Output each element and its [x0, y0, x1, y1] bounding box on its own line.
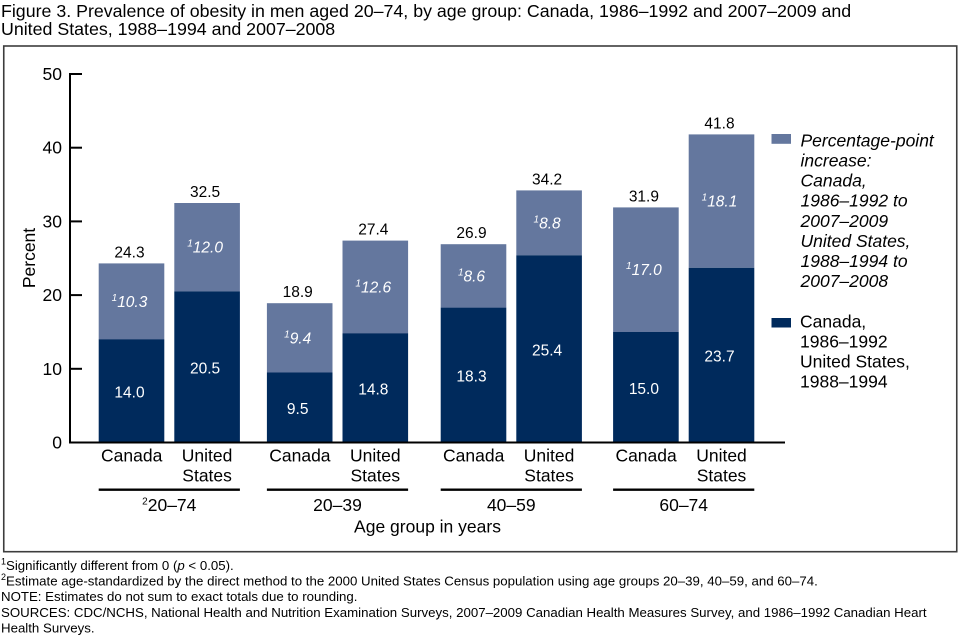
- svg-text:34.2: 34.2: [532, 171, 562, 188]
- svg-text:Canada: Canada: [615, 446, 677, 466]
- svg-text:Canada: Canada: [269, 446, 331, 466]
- svg-text:9.5: 9.5: [287, 401, 309, 418]
- svg-text:14.0: 14.0: [114, 384, 145, 401]
- svg-text:United: United: [524, 446, 575, 466]
- svg-text:States: States: [524, 465, 574, 485]
- svg-text:2Estimate age-standardized by: 2Estimate age-standardized by the direct…: [1, 572, 818, 589]
- svg-text:2007–2009: 2007–2009: [800, 211, 889, 231]
- svg-text:24.3: 24.3: [114, 244, 144, 261]
- svg-text:Canada: Canada: [443, 446, 505, 466]
- svg-text:Canada,: Canada,: [800, 312, 866, 332]
- svg-text:United States,: United States,: [800, 352, 910, 372]
- svg-text:27.4: 27.4: [358, 222, 389, 239]
- svg-text:18.9: 18.9: [283, 284, 313, 301]
- svg-text:2007–2008: 2007–2008: [800, 271, 889, 291]
- svg-text:117.0: 117.0: [626, 261, 662, 279]
- svg-text:States: States: [697, 465, 747, 485]
- svg-text:United: United: [696, 446, 747, 466]
- svg-text:SOURCES: CDC/NCHS, National He: SOURCES: CDC/NCHS, National Health and N…: [1, 605, 927, 620]
- svg-text:States: States: [182, 465, 232, 485]
- svg-text:18.8: 18.8: [534, 214, 561, 232]
- svg-text:110.3: 110.3: [112, 293, 148, 311]
- svg-text:Canada: Canada: [101, 446, 163, 466]
- svg-text:United States, 1988–1994 and 2: United States, 1988–1994 and 2007–2008: [1, 19, 335, 39]
- svg-text:1Significantly different from: 1Significantly different from 0 (p < 0.0…: [1, 557, 234, 574]
- svg-text:31.9: 31.9: [629, 188, 659, 205]
- svg-text:States: States: [350, 465, 400, 485]
- svg-text:18.3: 18.3: [456, 369, 486, 386]
- svg-text:118.1: 118.1: [702, 193, 738, 211]
- svg-text:18.6: 18.6: [458, 267, 485, 285]
- svg-text:1988–1994: 1988–1994: [800, 372, 888, 392]
- svg-text:Age group in years: Age group in years: [354, 516, 501, 536]
- svg-text:Figure 3. Prevalence of obesit: Figure 3. Prevalence of obesity in men a…: [1, 1, 851, 21]
- svg-text:19.4: 19.4: [284, 329, 311, 347]
- svg-text:30: 30: [43, 211, 63, 231]
- svg-text:1986–1992 to: 1986–1992 to: [801, 191, 908, 211]
- svg-text:United States,: United States,: [801, 231, 911, 251]
- svg-text:112.0: 112.0: [187, 239, 223, 257]
- svg-text:Percent: Percent: [19, 228, 39, 288]
- svg-text:25.4: 25.4: [532, 342, 563, 359]
- svg-text:0: 0: [52, 433, 62, 453]
- svg-text:50: 50: [43, 64, 63, 84]
- svg-text:10: 10: [43, 359, 63, 379]
- svg-text:Canada,: Canada,: [801, 171, 867, 191]
- svg-text:112.6: 112.6: [355, 279, 391, 297]
- svg-text:20.5: 20.5: [190, 361, 220, 378]
- svg-text:United: United: [350, 446, 401, 466]
- svg-text:15.0: 15.0: [629, 381, 660, 398]
- svg-text:220–74: 220–74: [142, 495, 196, 515]
- svg-text:United: United: [182, 446, 233, 466]
- svg-text:20: 20: [43, 285, 63, 305]
- svg-text:1986–1992: 1986–1992: [800, 332, 888, 352]
- svg-text:26.9: 26.9: [456, 225, 486, 242]
- svg-text:32.5: 32.5: [190, 184, 220, 201]
- svg-text:Percentage-point: Percentage-point: [801, 130, 935, 150]
- svg-text:14.8: 14.8: [358, 382, 388, 399]
- svg-text:23.7: 23.7: [704, 349, 734, 366]
- svg-text:40–59: 40–59: [487, 495, 536, 515]
- svg-text:20–39: 20–39: [313, 495, 362, 515]
- svg-text:41.8: 41.8: [704, 115, 734, 132]
- svg-text:60–74: 60–74: [659, 495, 708, 515]
- svg-text:Health Surveys.: Health Surveys.: [1, 620, 95, 635]
- svg-text:40: 40: [43, 138, 63, 158]
- svg-text:NOTE: Estimates do not sum to: NOTE: Estimates do not sum to exact tota…: [1, 589, 357, 604]
- svg-text:1988–1994 to: 1988–1994 to: [801, 251, 908, 271]
- svg-text:increase:: increase:: [801, 151, 872, 171]
